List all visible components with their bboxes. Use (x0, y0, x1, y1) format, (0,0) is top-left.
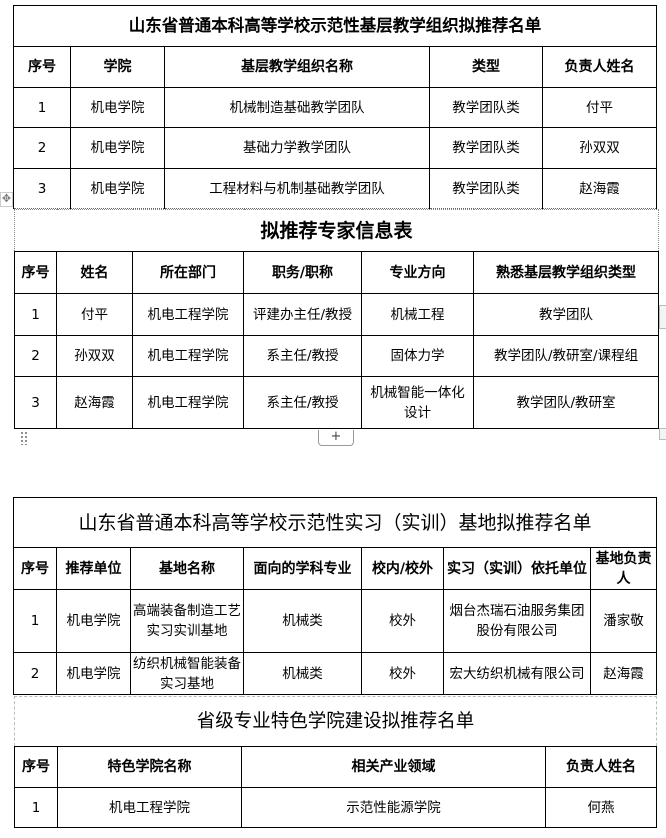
table-title: 拟推荐专家信息表 (13, 209, 660, 252)
table-cell[interactable]: 机电学院 (70, 87, 165, 128)
internship-base-table: 山东省普通本科高等学校示范性实习（实训）基地拟推荐名单 序号 推荐单位 基地名称 面向的… (12, 497, 658, 695)
table-cell[interactable]: 孙双双 (542, 127, 657, 169)
column-header: 推荐单位 (56, 547, 131, 590)
table-cell[interactable]: 机电学院 (56, 589, 131, 653)
table-cell[interactable]: 示范性能源学院 (241, 787, 546, 828)
table-title: 山东省普通本科高等学校示范性基层教学组织拟推荐名单 (13, 5, 657, 47)
column-header: 序号 (14, 251, 57, 294)
add-row-button[interactable]: + (318, 430, 354, 446)
table-cell[interactable]: 教学团队/教研室/课程组 (472, 335, 660, 377)
table-cell[interactable]: 纺织机械智能装备实习基地 (130, 652, 244, 695)
table-cell[interactable]: 宏大纺织机械有限公司 (443, 652, 591, 695)
table-cell[interactable]: 赵海霞 (542, 168, 657, 209)
table-row: 2 机电学院 基础力学教学团队 教学团队类 孙双双 (13, 127, 657, 169)
column-header: 相关产业领域 (241, 746, 546, 788)
column-header: 基地名称 (130, 547, 244, 590)
demonstration-teaching-org-table: 山东省普通本科高等学校示范性基层教学组织拟推荐名单 序号 学院 基层教学组织名称 类型负… (13, 5, 657, 209)
column-header: 特色学院名称 (57, 746, 242, 788)
table-cell[interactable]: 校外 (361, 652, 444, 695)
table-cell[interactable]: 机电工程学院 (132, 335, 244, 377)
table-cell[interactable]: 付平 (56, 293, 133, 336)
drag-dots-icon[interactable] (20, 431, 28, 445)
column-header: 所在部门 (132, 251, 244, 294)
table-cell[interactable]: 教学团队/教研室 (472, 376, 660, 429)
table-cell[interactable]: 3 (13, 168, 71, 209)
table-cell[interactable]: 孙双双 (56, 335, 133, 377)
corner-resize-handle[interactable] (659, 428, 666, 440)
table-cell[interactable]: 教学团队类 (429, 127, 543, 169)
table-cell[interactable]: 潘家敬 (589, 589, 658, 653)
table-row: 3 机电学院 工程材料与机制基础教学团队 教学团队类 赵海霞 (13, 168, 657, 209)
table-cell[interactable]: 3 (14, 376, 57, 429)
table-row: 1 机电工程学院 示范性能源学院 何燕 (14, 787, 658, 828)
table-row: 1 付平 机电工程学院 评建办主任/教授 机械工程 教学团队 (14, 293, 660, 336)
table-cell[interactable]: 教学团队 (472, 293, 660, 336)
featured-college-table: 省级专业特色学院建设拟推荐名单 序号 特色学院名称 相关产业领域 负责人姓名 1 机电工程学… (13, 696, 658, 828)
table-row: 1 机电学院 机械制造基础教学团队 教学团队类 付平 (13, 87, 657, 128)
table-cell[interactable]: 2 (13, 652, 57, 695)
column-header: 校内/校外 (361, 547, 444, 590)
table-cell[interactable]: 系主任/教授 (243, 376, 362, 429)
table-cell[interactable]: 1 (13, 589, 57, 653)
column-header: 姓名 (56, 251, 133, 294)
table-cell[interactable]: 赵海霞 (589, 652, 658, 695)
column-header: 序号 (13, 547, 57, 590)
header-row: 序号 特色学院名称 相关产业领域 负责人姓名 (14, 746, 658, 788)
table-cell[interactable]: 2 (14, 335, 57, 377)
table-cell[interactable]: 固体力学 (361, 335, 474, 377)
side-resize-handle[interactable] (659, 305, 666, 329)
table-cell[interactable]: 1 (13, 87, 71, 128)
table-title: 山东省普通本科高等学校示范性实习（实训）基地拟推荐名单 (12, 497, 658, 548)
table-cell[interactable]: 机电学院 (56, 652, 131, 695)
table-cell[interactable]: 机电学院 (70, 127, 165, 169)
table-row: 3 赵海霞 机电工程学院 系主任/教授 机械智能一体化设计 教学团队/教研室 (14, 376, 660, 429)
column-header: 熟悉基层教学组织类型 (472, 251, 660, 294)
table-cell[interactable]: 机电工程学院 (132, 376, 244, 429)
header-row: 序号 推荐单位 基地名称 面向的学科专业 校内/校外 实习（实训）依托单位 基地负责人 (13, 547, 658, 590)
table-title: 省级专业特色学院建设拟推荐名单 (13, 696, 658, 747)
column-header: 实习（实训）依托单位 (443, 547, 591, 590)
column-header: 面向的学科专业 (243, 547, 362, 590)
column-header: 序号 (14, 746, 58, 788)
table-cell[interactable]: 系主任/教授 (243, 335, 362, 377)
table-cell[interactable]: 机械类 (243, 589, 362, 653)
table-cell[interactable]: 校外 (361, 589, 444, 653)
table-cell[interactable]: 机械工程 (361, 293, 474, 336)
table-row: 2 孙双双 机电工程学院 系主任/教授 固体力学 教学团队/教研室/课程组 (14, 335, 660, 377)
table-cell[interactable]: 教学团队类 (429, 168, 543, 209)
table-cell[interactable]: 机电工程学院 (132, 293, 244, 336)
table-cell[interactable]: 机械制造基础教学团队 (164, 87, 430, 128)
table-cell[interactable]: 何燕 (544, 787, 658, 828)
table-cell[interactable]: 高端装备制造工艺实习实训基地 (130, 589, 244, 653)
column-header: 负责人姓名 (544, 746, 658, 788)
table-cell[interactable]: 机电工程学院 (57, 787, 242, 828)
column-header: 负责人姓名 (542, 46, 657, 88)
column-header: 专业方向 (361, 251, 474, 294)
table-row: 2 机电学院 纺织机械智能装备实习基地 机械类 校外 宏大纺织机械有限公司 赵海霞 (13, 652, 658, 695)
table-cell[interactable]: 基础力学教学团队 (164, 127, 430, 169)
column-header: 学院 (70, 46, 165, 88)
move-icon[interactable]: ✥ (0, 192, 13, 207)
column-header: 职务/职称 (243, 251, 362, 294)
table-cell[interactable]: 机械类 (243, 652, 362, 695)
table-cell[interactable]: 机械智能一体化设计 (361, 376, 474, 429)
table-cell[interactable]: 2 (13, 127, 71, 169)
column-header: 类型 (429, 46, 543, 88)
table-cell[interactable]: 1 (14, 293, 57, 336)
table-cell[interactable]: 赵海霞 (56, 376, 133, 429)
header-row: 序号 姓名 所在部门 职务/职称 专业方向 熟悉基层教学组织类型 (14, 251, 660, 294)
table-cell[interactable]: 机电学院 (70, 168, 165, 209)
table-cell[interactable]: 1 (14, 787, 58, 828)
expert-info-table: 拟推荐专家信息表 序号 姓名 所在部门 职务/职称 专业方向 熟悉基层教学组织类型 1 付平 机电… (13, 209, 660, 429)
column-header: 基地负责人 (589, 547, 658, 590)
table-row: 1 机电学院 高端装备制造工艺实习实训基地 机械类 校外 烟台杰瑞石油服务集团股份有限公司… (13, 589, 658, 653)
table-cell[interactable]: 付平 (542, 87, 657, 128)
table-cell[interactable]: 评建办主任/教授 (243, 293, 362, 336)
header-row: 序号 学院 基层教学组织名称 类型 负责人姓名 (13, 46, 657, 88)
table-cell[interactable]: 教学团队类 (429, 87, 543, 128)
column-header: 基层教学组织名称 (164, 46, 430, 88)
column-header: 序号 (13, 46, 71, 88)
table-cell[interactable]: 工程材料与机制基础教学团队 (164, 168, 430, 209)
table-cell[interactable]: 烟台杰瑞石油服务集团股份有限公司 (443, 589, 591, 653)
